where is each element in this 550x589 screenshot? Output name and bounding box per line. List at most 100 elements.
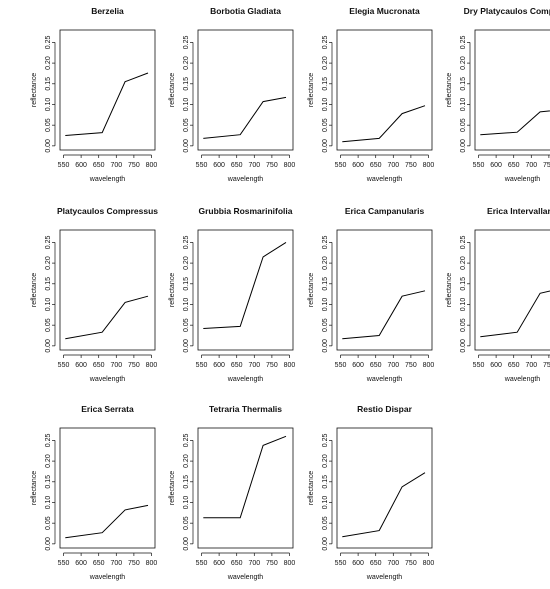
y-tick-label: 0.10	[183, 98, 190, 112]
x-tick-label: 550	[58, 560, 70, 567]
chart-title: Tetraria Thermalis	[209, 404, 282, 414]
reflectance-series-line	[342, 472, 426, 538]
x-tick-label: 700	[248, 362, 260, 369]
y-tick-label: 0.05	[183, 516, 190, 530]
chart-title: Berzelia	[91, 6, 124, 16]
plot-frame	[474, 29, 550, 151]
chart-title: Erica Intervallaris	[487, 206, 550, 216]
x-tick-label: 800	[284, 162, 296, 169]
x-tick-label: 800	[423, 362, 435, 369]
chart-title: Elegia Mucronata	[349, 6, 420, 16]
x-tick-label: 750	[405, 560, 417, 567]
plot-frame	[336, 229, 433, 351]
x-tick-label: 550	[335, 560, 347, 567]
x-tick-label: 600	[213, 162, 225, 169]
chart-panel: Erica Serrata 0.00 0.05 0.10 0.15 0.20 0.25 550…	[31, 404, 157, 581]
y-axis-title: reflectance	[308, 471, 315, 505]
x-tick-label: 650	[370, 362, 382, 369]
y-tick-label: 0.20	[45, 454, 52, 468]
y-tick-label: 0.10	[183, 496, 190, 510]
reflectance-series-line	[480, 110, 550, 136]
y-axis-title: reflectance	[31, 471, 38, 505]
x-tick-label: 800	[284, 560, 296, 567]
x-axis-title: wavelength	[89, 376, 126, 383]
x-tick-label: 800	[146, 560, 158, 567]
y-tick-label: 0.10	[45, 298, 52, 312]
chart-title: Restio Dispar	[357, 404, 412, 414]
y-tick-label: 0.05	[460, 318, 467, 332]
plot-frame	[59, 29, 156, 151]
y-tick-label: 0.25	[322, 35, 329, 49]
chart-title: Erica Serrata	[81, 404, 134, 414]
chart-panel: Erica Intervallaris 0.00 0.05 0.10 0.15 0.20 0…	[446, 206, 550, 383]
reflectance-series-line	[203, 96, 287, 139]
x-tick-label: 700	[387, 362, 399, 369]
y-tick-label: 0.20	[322, 56, 329, 70]
y-tick-label: 0.05	[183, 118, 190, 132]
y-tick-label: 0.10	[322, 496, 329, 510]
y-tick-label: 0.25	[460, 35, 467, 49]
x-tick-label: 700	[387, 560, 399, 567]
y-tick-label: 0.00	[322, 339, 329, 353]
y-tick-label: 0.25	[183, 433, 190, 447]
x-tick-label: 550	[58, 362, 70, 369]
y-tick-label: 0.05	[45, 118, 52, 132]
x-axis-title: wavelength	[89, 176, 126, 183]
x-tick-label: 750	[128, 162, 140, 169]
x-tick-label: 750	[405, 162, 417, 169]
x-tick-label: 800	[146, 362, 158, 369]
x-tick-label: 700	[525, 162, 537, 169]
y-tick-label: 0.00	[183, 139, 190, 153]
y-axis-title: reflectance	[446, 73, 453, 107]
y-tick-label: 0.05	[322, 118, 329, 132]
y-tick-label: 0.10	[460, 98, 467, 112]
x-tick-label: 600	[75, 560, 87, 567]
x-tick-label: 750	[543, 362, 550, 369]
chart-title: Erica Campanularis	[345, 206, 425, 216]
reflectance-series-line	[65, 504, 149, 539]
x-tick-label: 750	[405, 362, 417, 369]
y-axis-title: reflectance	[169, 73, 176, 107]
y-tick-label: 0.00	[460, 139, 467, 153]
y-tick-label: 0.15	[322, 77, 329, 91]
y-tick-label: 0.15	[322, 277, 329, 291]
y-tick-label: 0.20	[460, 256, 467, 270]
y-tick-label: 0.05	[460, 118, 467, 132]
y-tick-label: 0.00	[322, 139, 329, 153]
y-tick-label: 0.25	[183, 35, 190, 49]
y-tick-label: 0.25	[45, 433, 52, 447]
x-axis-title: wavelength	[366, 176, 403, 183]
y-tick-label: 0.00	[183, 339, 190, 353]
y-axis-title: reflectance	[169, 273, 176, 307]
x-tick-label: 600	[213, 362, 225, 369]
y-tick-label: 0.15	[183, 277, 190, 291]
y-tick-label: 0.00	[45, 139, 52, 153]
y-tick-label: 0.25	[45, 235, 52, 249]
y-axis-title: reflectance	[446, 273, 453, 307]
x-tick-label: 550	[473, 362, 485, 369]
y-tick-label: 0.15	[322, 475, 329, 489]
y-tick-label: 0.05	[322, 318, 329, 332]
x-tick-label: 650	[93, 362, 105, 369]
x-tick-label: 750	[128, 362, 140, 369]
y-tick-label: 0.10	[322, 298, 329, 312]
x-axis-title: wavelength	[227, 176, 264, 183]
x-tick-label: 650	[508, 162, 520, 169]
x-tick-label: 800	[423, 162, 435, 169]
y-tick-label: 0.10	[45, 496, 52, 510]
y-tick-label: 0.20	[460, 56, 467, 70]
x-axis-title: wavelength	[89, 574, 126, 581]
y-tick-label: 0.25	[322, 235, 329, 249]
plot-frame	[336, 427, 433, 549]
x-axis-title: wavelength	[227, 574, 264, 581]
chart-title: Grubbia Rosmarinifolia	[199, 206, 293, 216]
x-tick-label: 650	[93, 560, 105, 567]
x-tick-label: 700	[525, 362, 537, 369]
plot-frame	[336, 29, 433, 151]
plot-frame	[474, 229, 550, 351]
x-tick-label: 550	[196, 162, 208, 169]
x-tick-label: 650	[231, 362, 243, 369]
y-tick-label: 0.20	[322, 454, 329, 468]
x-tick-label: 700	[387, 162, 399, 169]
